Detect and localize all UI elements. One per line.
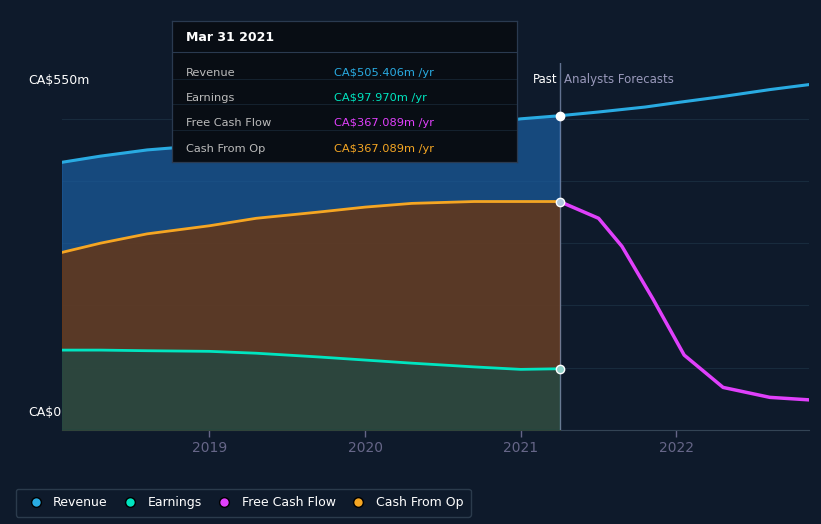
Text: Earnings: Earnings: [186, 93, 236, 103]
Text: CA$505.406m /yr: CA$505.406m /yr: [334, 68, 434, 78]
Text: CA$97.970m /yr: CA$97.970m /yr: [334, 93, 428, 103]
Legend: Revenue, Earnings, Free Cash Flow, Cash From Op: Revenue, Earnings, Free Cash Flow, Cash …: [16, 489, 471, 517]
Text: Past: Past: [533, 73, 557, 86]
Text: CA$550m: CA$550m: [28, 74, 89, 87]
Text: CA$367.089m /yr: CA$367.089m /yr: [334, 144, 434, 154]
Text: Mar 31 2021: Mar 31 2021: [186, 31, 274, 44]
Text: CA$367.089m /yr: CA$367.089m /yr: [334, 118, 434, 128]
Text: Analysts Forecasts: Analysts Forecasts: [564, 73, 674, 86]
Text: Revenue: Revenue: [186, 68, 236, 78]
Text: CA$0: CA$0: [28, 406, 62, 419]
Text: Free Cash Flow: Free Cash Flow: [186, 118, 272, 128]
Text: Cash From Op: Cash From Op: [186, 144, 265, 154]
